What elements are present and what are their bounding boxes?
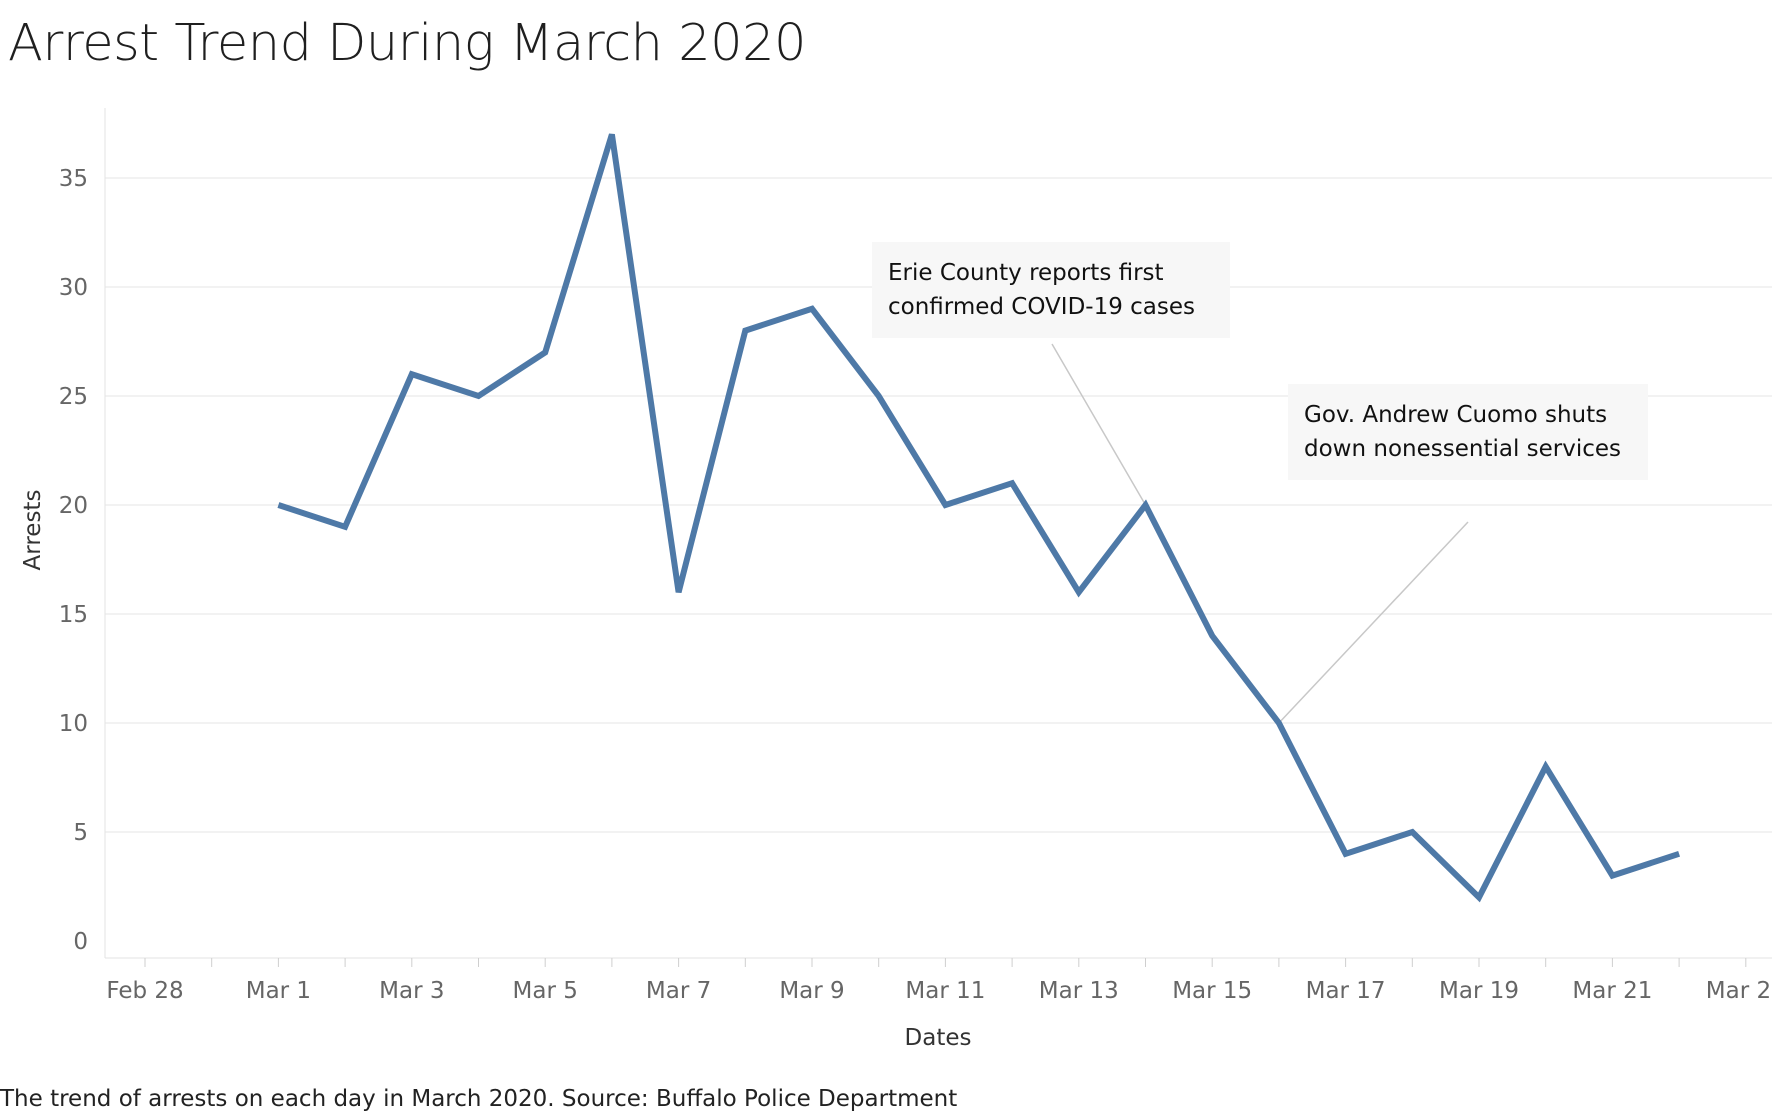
annotation-leader-line <box>1278 521 1469 724</box>
y-tick-label: 0 <box>73 929 88 955</box>
x-tick-label: Mar 19 <box>1439 978 1519 1004</box>
annotation-leader-line <box>1051 343 1147 506</box>
x-tick-label: Mar 5 <box>513 978 578 1004</box>
annotation-covid-cases: Erie County reports first confirmed COVI… <box>872 242 1230 338</box>
x-tick-label: Mar 17 <box>1306 978 1386 1004</box>
x-tick-label: Mar 7 <box>646 978 711 1004</box>
x-tick-label: Mar 23 <box>1706 978 1772 1004</box>
y-tick-label: 35 <box>59 166 88 192</box>
x-tick-label: Feb 28 <box>106 978 183 1004</box>
x-axis-ticks: Feb 28 Mar 1 Mar 3 Mar 5 Mar 7 Mar 9 Mar 11 Mar… <box>106 958 1772 1004</box>
annotation-cuomo-shutdown: Gov. Andrew Cuomo shuts down nonessentia… <box>1288 384 1648 480</box>
y-axis-title: Arrests <box>20 490 46 571</box>
x-tick-label: Mar 21 <box>1572 978 1652 1004</box>
annotation-leaders <box>1051 343 1469 724</box>
series-line-arrests <box>277 133 1681 903</box>
chart-caption: The trend of arrests on each day in Marc… <box>0 1086 958 1112</box>
y-tick-label: 15 <box>59 602 88 628</box>
x-tick-label: Mar 13 <box>1039 978 1119 1004</box>
y-tick-label: 10 <box>59 711 88 737</box>
x-tick-label: Mar 3 <box>379 978 444 1004</box>
chart-title: Arrest Trend During March 2020 <box>8 14 807 73</box>
x-tick-label: Mar 1 <box>246 978 311 1004</box>
x-axis-title: Dates <box>905 1025 972 1051</box>
y-axis-ticks: 0 5 10 15 20 25 30 35 <box>59 166 88 955</box>
x-tick-label: Mar 9 <box>779 978 844 1004</box>
y-tick-label: 5 <box>73 820 88 846</box>
x-tick-label: Mar 15 <box>1172 978 1252 1004</box>
x-tick-label: Mar 11 <box>905 978 985 1004</box>
y-tick-label: 20 <box>59 493 88 519</box>
line-chart: 0 5 10 15 20 25 30 35 Feb 28 Mar 1 Mar 3 Mar 5 Mar … <box>20 108 1772 1051</box>
series <box>277 133 1681 903</box>
axes <box>104 108 1772 959</box>
y-tick-label: 30 <box>59 275 88 301</box>
y-tick-label: 25 <box>59 384 88 410</box>
